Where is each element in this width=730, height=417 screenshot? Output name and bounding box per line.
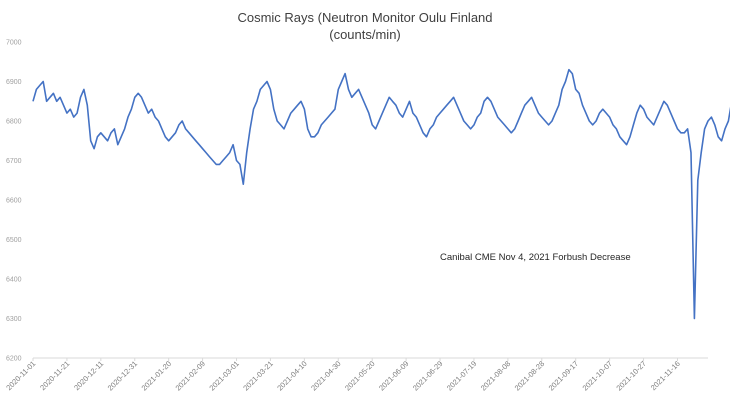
x-tick-label: 2020-11-21 [38,359,71,392]
x-tick-label: 2021-03-01 [207,359,240,392]
x-tick-label: 2021-03-21 [241,359,274,392]
x-tick-label: 2021-07-19 [445,359,478,392]
y-tick-label: 6700 [6,158,22,165]
x-tick-label: 2021-09-17 [547,359,580,392]
x-tick-label: 2021-01-20 [140,359,173,392]
y-tick-label: 6800 [6,119,22,126]
x-tick-label: 2020-11-01 [4,359,37,392]
x-tick-label: 2021-10-27 [614,359,647,392]
y-tick-label: 6500 [6,237,22,244]
x-tick-label: 2020-12-11 [72,359,105,392]
x-tick-label: 2021-02-09 [174,359,207,392]
y-tick-label: 7000 [6,40,22,47]
y-tick-label: 6400 [6,277,22,284]
x-tick-label: 2021-08-08 [479,359,512,392]
x-tick-label: 2021-04-10 [275,359,308,392]
series-line [32,68,730,320]
x-tick-label: 2021-06-09 [377,359,410,392]
x-tick-label: 2021-05-20 [343,359,376,392]
annotation-label: Canibal CME Nov 4, 2021 Forbush Decrease [440,252,631,263]
y-tick-label: 6900 [6,79,22,86]
chart-title: Cosmic Rays (Neutron Monitor Oulu Finlan… [237,10,493,25]
x-tick-label: 2021-10-07 [581,359,614,392]
x-tick-label: 2020-12-31 [106,359,139,392]
x-tick-label: 2021-04-30 [309,359,342,392]
y-tick-label: 6200 [6,356,22,363]
x-tick-label: 2021-06-29 [411,359,444,392]
x-tick-label: 2021-08-28 [513,359,546,392]
chart-subtitle: (counts/min) [329,27,401,42]
y-tick-label: 6600 [6,198,22,205]
x-tick-label: 2021-11-16 [649,359,682,392]
y-tick-label: 6300 [6,316,22,323]
